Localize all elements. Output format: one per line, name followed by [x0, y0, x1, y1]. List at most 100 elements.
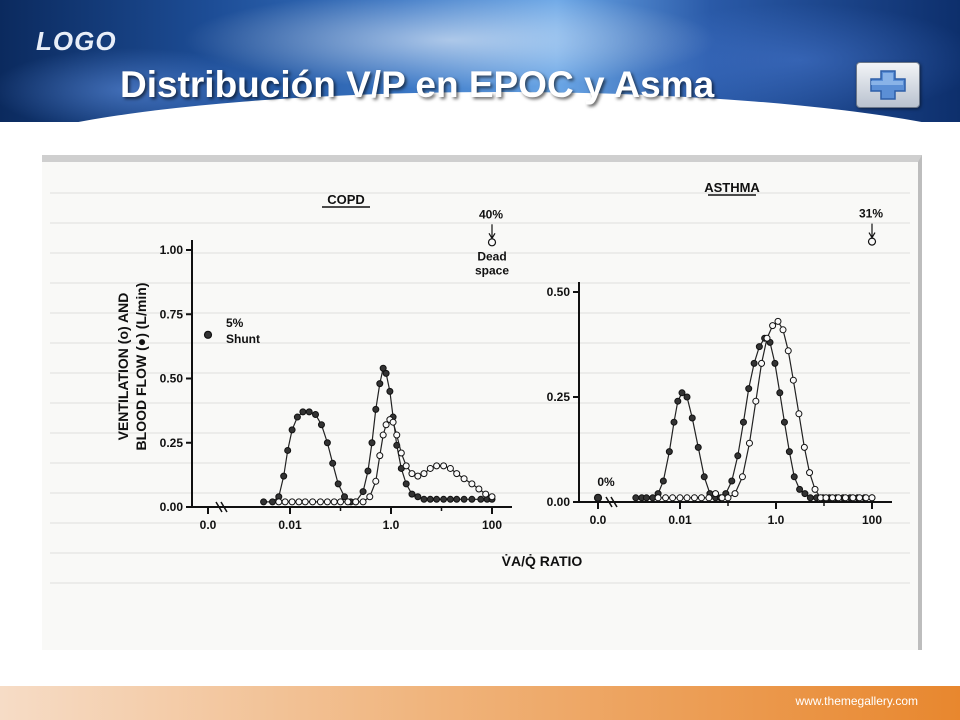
- copd-ventilation-point: [323, 498, 331, 506]
- asthma-annotation-label: 0%: [597, 475, 615, 489]
- scan-line: [50, 222, 910, 224]
- copd-ventilation-point: [453, 470, 461, 478]
- scan-line: [50, 492, 910, 494]
- scan-line: [50, 282, 910, 284]
- asthma-ventilation-point: [862, 494, 870, 502]
- asthma-blood-flow-point: [700, 473, 708, 481]
- asthma-ventilation-point: [662, 494, 670, 502]
- copd-blood-flow-point: [414, 493, 422, 501]
- copd-blood-flow-point: [453, 495, 461, 503]
- asthma-chart-title: ASTHMA: [704, 180, 760, 195]
- asthma-blood-flow-point: [771, 359, 779, 367]
- copd-x-tick-label: 1.0: [383, 518, 400, 532]
- copd-ventilation-point: [281, 498, 289, 506]
- scan-line: [50, 192, 910, 194]
- copd-blood-flow-point: [446, 495, 454, 503]
- copd-ventilation-point: [352, 498, 360, 506]
- asthma-ventilation-point: [784, 347, 792, 355]
- copd-annotation-label: 5%: [226, 316, 244, 330]
- copd-ventilation-point: [446, 464, 454, 472]
- asthma-annotation-arrowhead: [868, 232, 876, 239]
- copd-ventilation-point: [309, 498, 317, 506]
- copd-blood-flow-point: [368, 439, 376, 447]
- asthma-ventilation-point: [705, 494, 713, 502]
- asthma-y-tick-label: 0.25: [547, 390, 571, 404]
- logo: LOGO: [36, 26, 117, 56]
- copd-blood-flow-point: [305, 408, 313, 416]
- footer-url[interactable]: www.themegallery.com: [795, 694, 918, 708]
- asthma-blood-flow-point: [659, 477, 667, 485]
- asthma-blood-flow-point: [801, 490, 809, 498]
- copd-chart-title: COPD: [327, 192, 365, 207]
- footer-bar: www.themegallery.com: [0, 686, 960, 720]
- copd-blood-flow-point: [477, 495, 485, 503]
- asthma-blood-flow-point: [776, 389, 784, 397]
- asthma-ventilation-point: [834, 494, 842, 502]
- copd-ventilation-point: [393, 431, 401, 439]
- copd-y-tick-label: 1.00: [160, 243, 184, 257]
- copd-ventilation-point: [468, 480, 476, 488]
- copd-blood-flow-point: [317, 421, 325, 429]
- copd-blood-flow-point: [293, 413, 301, 421]
- copd-blood-flow-point: [372, 405, 380, 413]
- asthma-y-tick-label: 0.00: [547, 495, 571, 509]
- copd-ventilation-point: [414, 472, 422, 480]
- asthma-x-tick-label: 0.0: [590, 513, 607, 527]
- copd-blood-flow-point: [364, 467, 372, 475]
- asthma-blood-flow-point: [755, 343, 763, 351]
- asthma-blood-flow-point: [683, 393, 691, 401]
- plus-button[interactable]: [856, 62, 920, 108]
- asthma-ventilation-point: [769, 322, 777, 330]
- copd-blood-flow-point: [433, 495, 441, 503]
- copd-blood-flow-point: [468, 495, 476, 503]
- x-axis-label: V̇A/Q̇ RATIO: [502, 553, 583, 569]
- asthma-annotation-marker: [867, 237, 877, 246]
- copd-ventilation-point: [372, 477, 380, 485]
- copd-ventilation-point: [366, 493, 374, 501]
- copd-annotation-label: space: [475, 263, 509, 277]
- plus-icon: [870, 70, 906, 100]
- copd-blood-flow-point: [402, 480, 410, 488]
- copd-ventilation-point: [316, 498, 324, 506]
- copd-ventilation-point: [433, 462, 441, 470]
- asthma-blood-flow-point: [674, 397, 682, 405]
- copd-y-axis-label: BLOOD FLOW (●) (L/min): [133, 283, 149, 451]
- asthma-ventilation-point: [856, 494, 864, 502]
- copd-ventilation-point: [359, 498, 367, 506]
- copd-ventilation-point: [488, 493, 496, 501]
- copd-ventilation-point: [330, 498, 338, 506]
- copd-ventilation-line: [278, 418, 493, 503]
- copd-ventilation-point: [379, 431, 387, 439]
- scan-line: [50, 552, 910, 554]
- copd-ventilation-point: [440, 462, 448, 470]
- copd-annotation-label: 40%: [479, 207, 503, 221]
- asthma-x-tick-label: 1.0: [768, 513, 785, 527]
- scan-texture: [50, 192, 910, 584]
- copd-blood-flow-point: [288, 426, 296, 434]
- copd-y-axis-label: VENTILATION (o) AND: [115, 293, 131, 441]
- copd-panel: 0.00 0.25 0.50 0.75 1.00 0.0 0.01 1.0 100 COPD 5% S…: [115, 192, 582, 569]
- scan-line: [50, 252, 910, 254]
- copd-blood-flow-point: [284, 446, 292, 454]
- copd-blood-flow-point: [312, 410, 320, 418]
- copd-blood-flow-point: [268, 498, 276, 506]
- copd-blood-flow-point: [323, 439, 331, 447]
- asthma-ventilation-point: [789, 376, 797, 384]
- asthma-blood-flow-point: [780, 418, 788, 426]
- asthma-ventilation-point: [806, 469, 814, 477]
- copd-blood-flow-point: [408, 490, 416, 498]
- asthma-blood-flow-point: [734, 452, 742, 460]
- copd-blood-flow-point: [340, 493, 348, 501]
- copd-blood-flow-point: [379, 364, 387, 372]
- asthma-blood-flow-point: [728, 477, 736, 485]
- copd-ventilation-point: [275, 498, 283, 506]
- copd-annotation-arrowhead: [488, 232, 496, 240]
- asthma-ventilation-point: [758, 359, 766, 367]
- asthma-blood-flow-point: [806, 494, 814, 502]
- copd-axis-break: [215, 501, 228, 513]
- page-title: Distribución V/P en EPOC y Asma: [120, 64, 715, 105]
- asthma-ventilation-point: [795, 410, 803, 418]
- asthma-blood-flow-point: [745, 385, 753, 393]
- copd-ventilation-point: [382, 421, 390, 429]
- asthma-blood-flow-point: [739, 418, 747, 426]
